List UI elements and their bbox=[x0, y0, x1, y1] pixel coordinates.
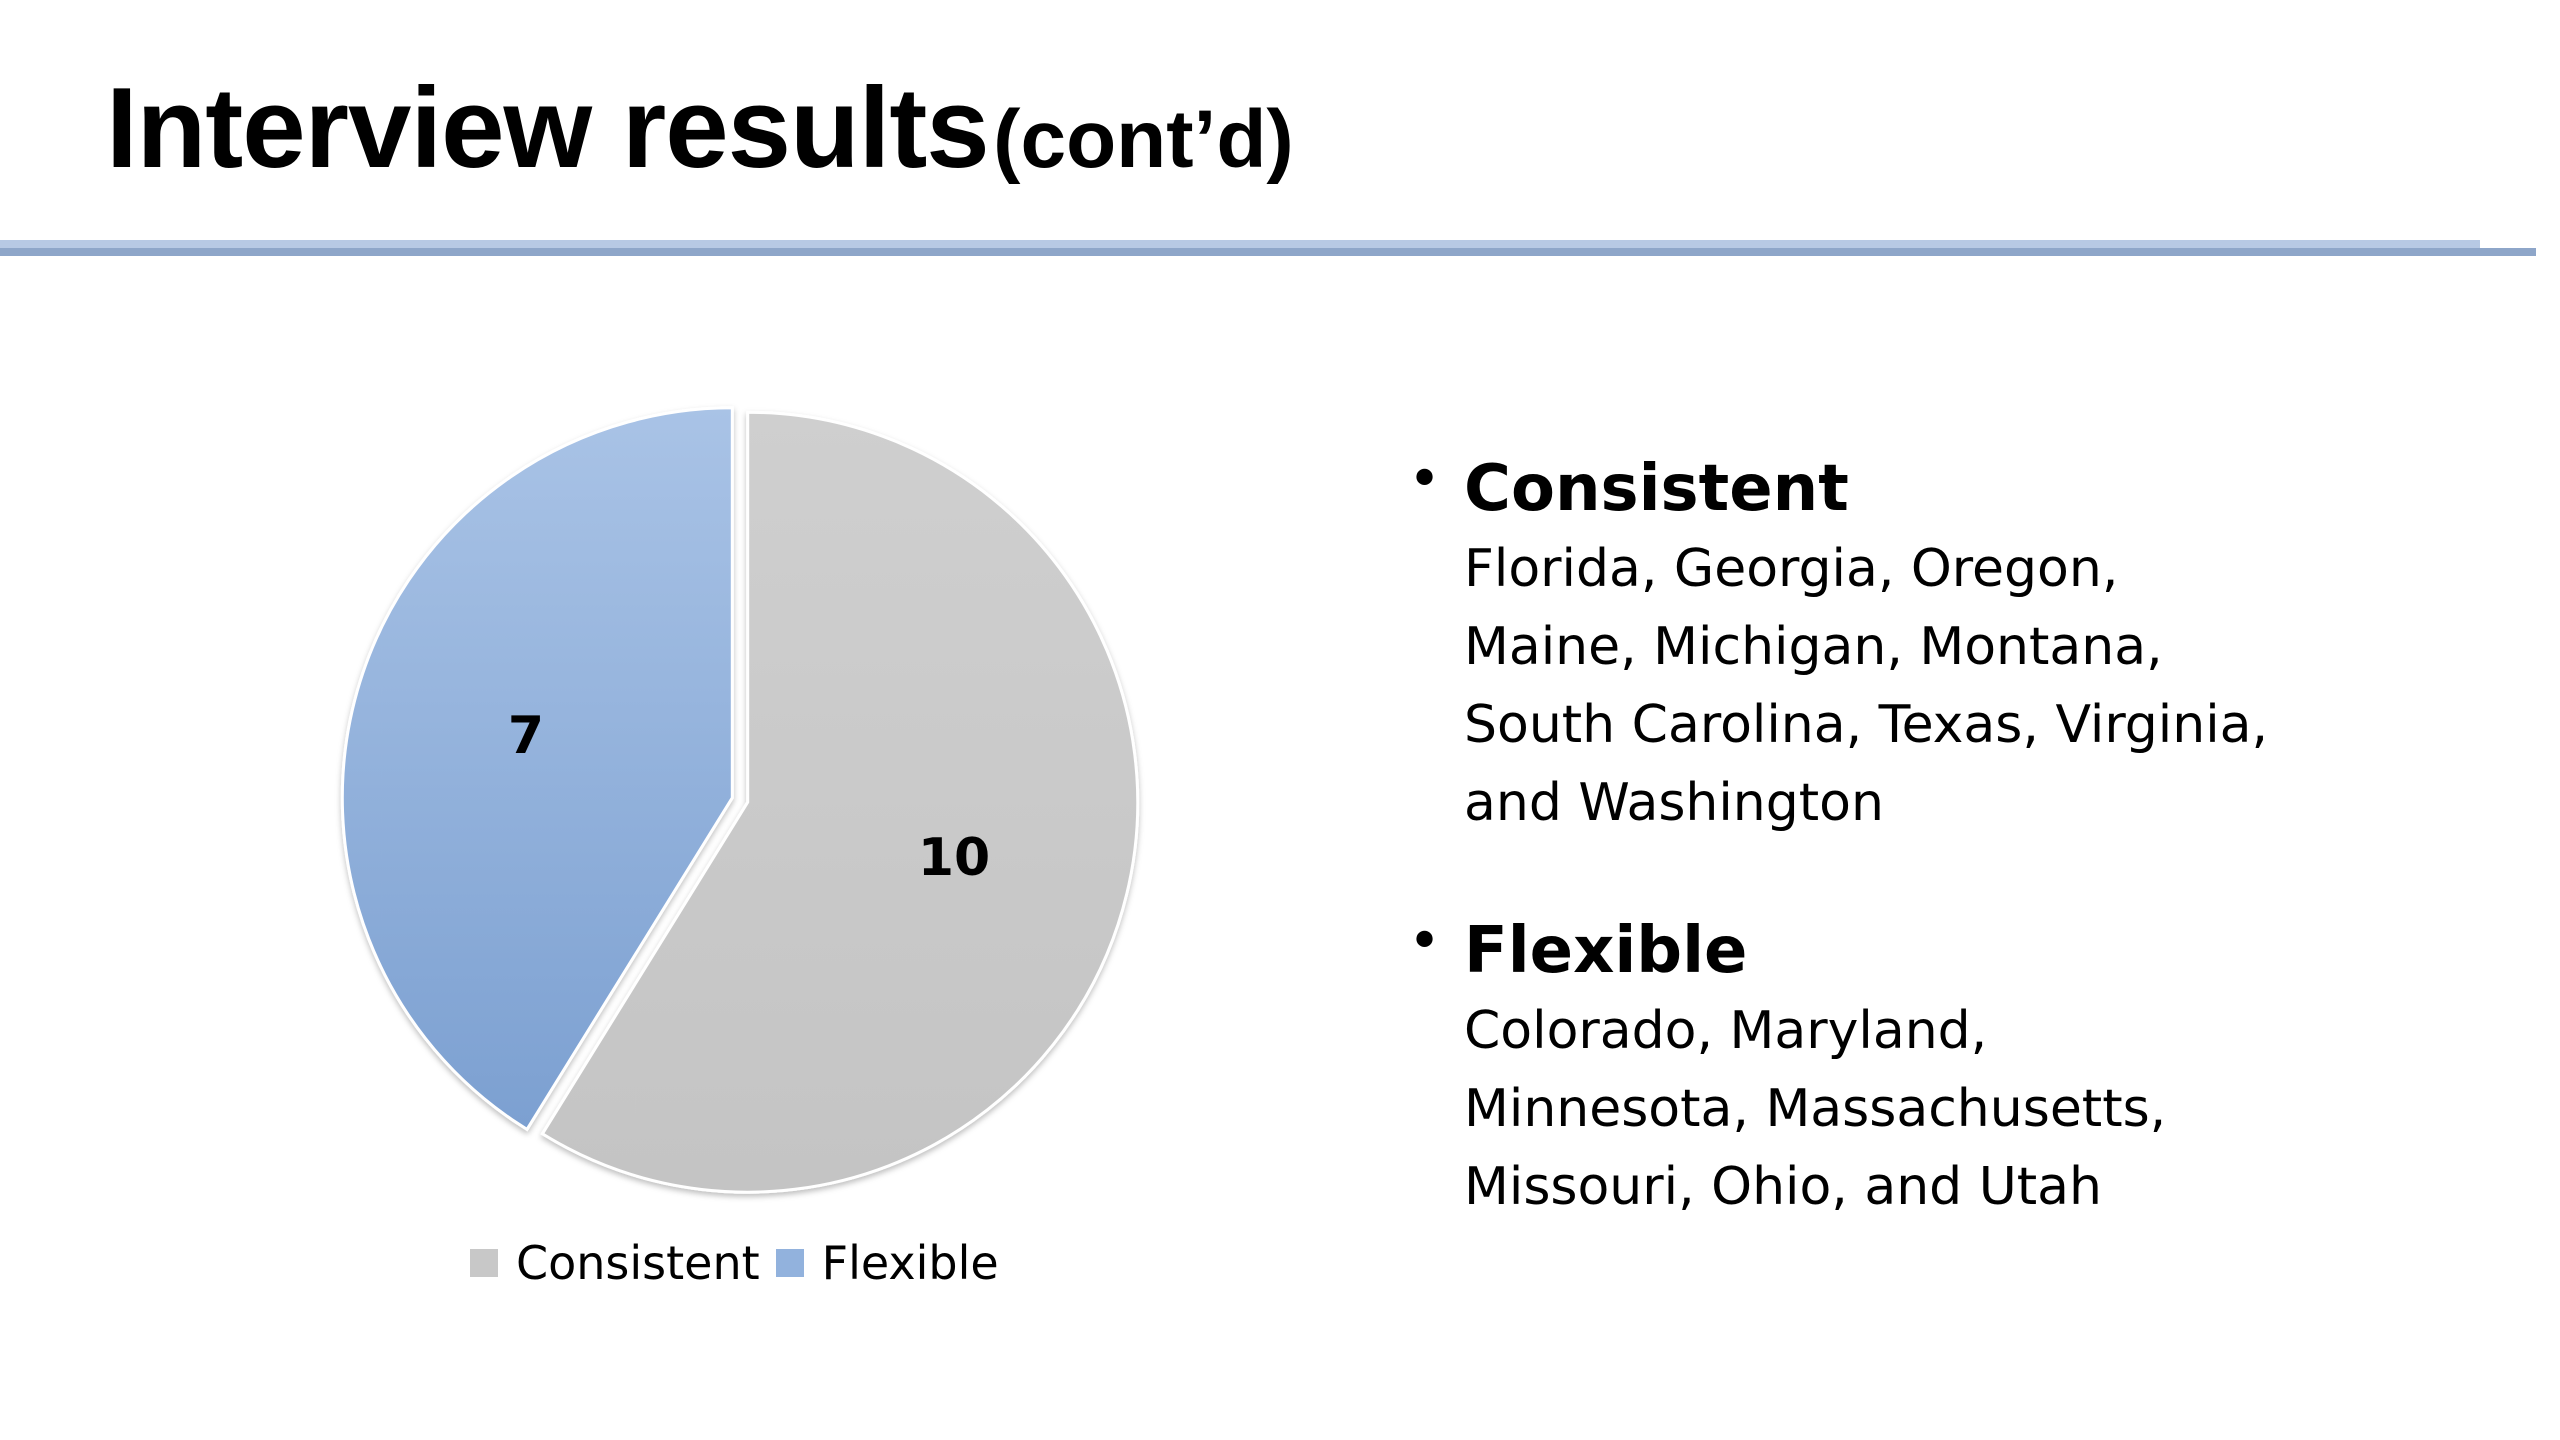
divider-line-dark bbox=[0, 248, 2536, 256]
bullet-list: • Consistent Florida, Georgia, Oregon, M… bbox=[1408, 448, 2508, 1226]
title-divider bbox=[0, 240, 2560, 264]
pie-chart: 10 7 bbox=[340, 406, 1140, 1194]
legend-label-consistent: Consistent bbox=[516, 1236, 760, 1290]
pie-data-labels: 10 7 bbox=[508, 706, 990, 888]
bullet-dot: • bbox=[1408, 447, 1442, 512]
bullet-text-line: Minnesota, Massachusetts, bbox=[1464, 1079, 2167, 1139]
bullet-text-line: Missouri, Ohio, and Utah bbox=[1464, 1157, 2102, 1217]
pie-slice-consistent bbox=[540, 410, 1140, 1194]
pie-slices bbox=[340, 406, 1140, 1194]
divider-line-light bbox=[0, 240, 2480, 248]
bullet-text-line: and Washington bbox=[1464, 773, 1884, 833]
legend-item-consistent: Consistent bbox=[470, 1236, 760, 1290]
chart-legend: Consistent Flexible bbox=[470, 1236, 1015, 1290]
pie-slice-flexible bbox=[340, 406, 734, 1132]
bullet-text-line: Maine, Michigan, Montana, bbox=[1464, 617, 2163, 677]
bullet-heading: Consistent bbox=[1464, 452, 1849, 526]
legend-swatch-consistent bbox=[470, 1249, 498, 1277]
bullet-flexible: • Flexible Colorado, Maryland, Minnesota… bbox=[1408, 910, 2508, 1226]
title-main: Interview results bbox=[106, 65, 990, 192]
title-subtitle: (cont’d) bbox=[993, 94, 1294, 185]
bullet-heading: Flexible bbox=[1464, 914, 1748, 988]
legend-item-flexible: Flexible bbox=[775, 1236, 999, 1290]
slide-title: Interview results (cont’d) bbox=[106, 72, 1294, 186]
bullet-text-line: Colorado, Maryland, bbox=[1464, 1001, 1988, 1061]
legend-label-flexible: Flexible bbox=[821, 1236, 999, 1290]
bullet-text-line: South Carolina, Texas, Virginia, bbox=[1464, 695, 2269, 755]
bullet-dot: • bbox=[1408, 909, 1442, 974]
data-label-consistent: 10 bbox=[918, 828, 990, 888]
data-label-flexible: 7 bbox=[508, 706, 544, 766]
bullet-text-line: Florida, Georgia, Oregon, bbox=[1464, 539, 2119, 599]
bullet-consistent: • Consistent Florida, Georgia, Oregon, M… bbox=[1408, 448, 2508, 842]
legend-swatch-flexible bbox=[775, 1249, 804, 1277]
